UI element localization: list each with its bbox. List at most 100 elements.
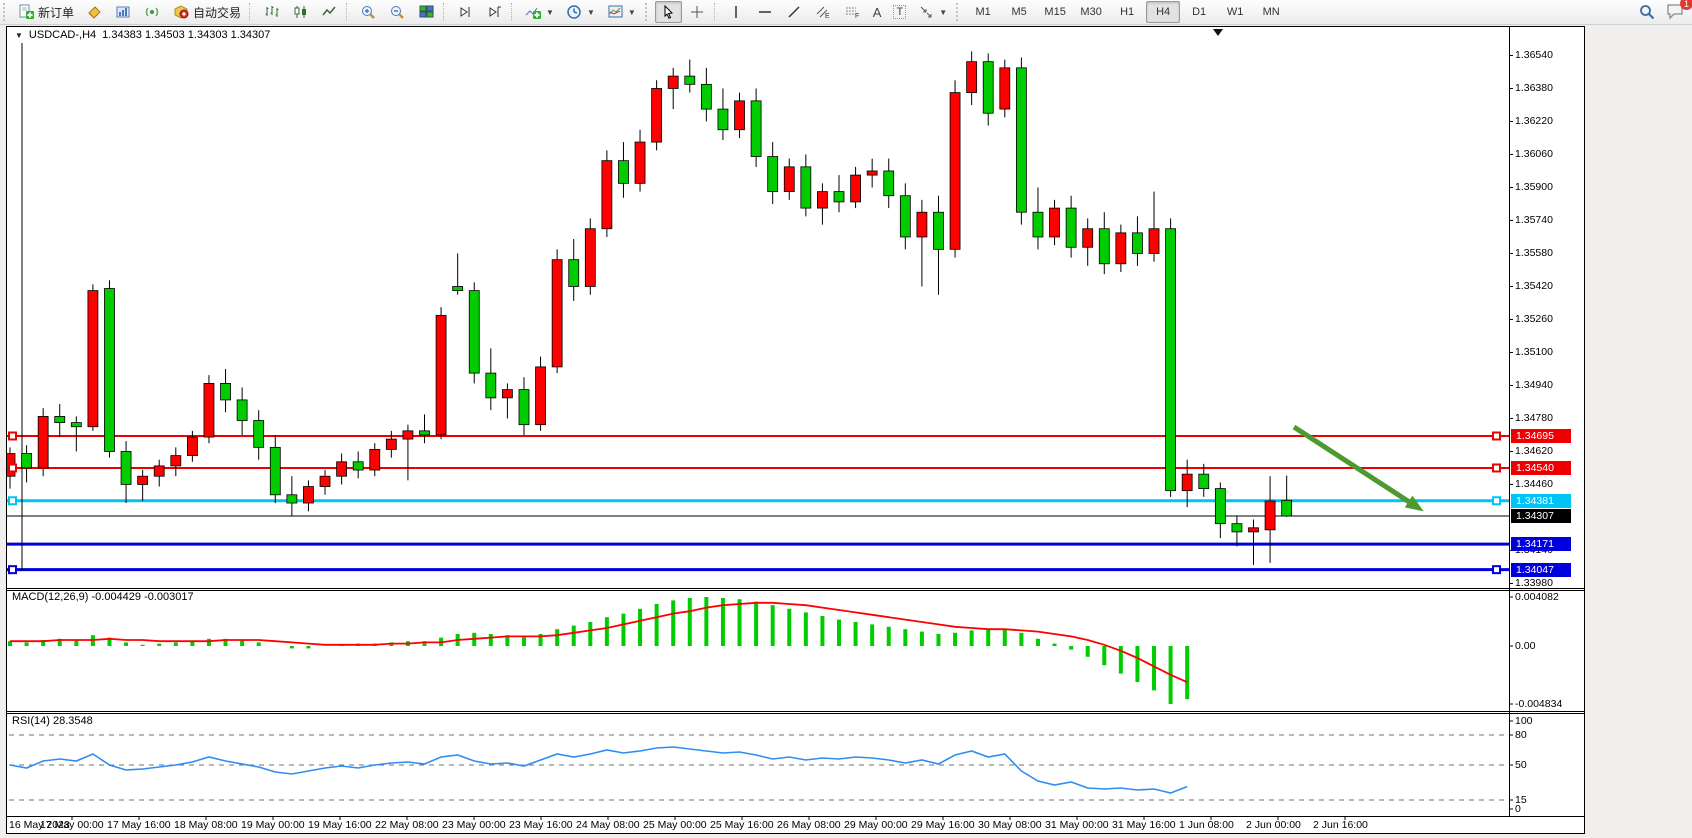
price-tick-label: 1.34620 [1515,445,1553,458]
toolbar-grip[interactable] [3,3,9,21]
candle-body-down [54,416,66,423]
text-tool-icon: A [872,4,882,20]
chart-shift-button[interactable] [481,1,508,23]
periods-button[interactable]: ▼ [561,1,600,23]
candle-body-up [1264,500,1276,531]
candle-body-down [982,61,994,114]
chart-shift-marker[interactable] [1213,29,1223,36]
notification-badge: 1 [1680,0,1692,10]
profile-button[interactable] [110,1,137,23]
auto-scroll-button[interactable] [452,1,479,23]
zoom-in-button[interactable] [355,1,382,23]
price-tick-label: 1.36540 [1515,49,1553,62]
candle-body-down [1165,228,1176,492]
candle-body-down [70,422,82,428]
timeframe-m1[interactable]: M1 [975,6,991,18]
line-handle [8,565,17,575]
candle-body-up [916,211,928,238]
candle-body-up [866,170,878,176]
timeframe-m30[interactable]: M30 [1080,6,1102,18]
chart-symbol-period: USDCAD-,H4 [28,29,97,41]
channel-tool-button[interactable]: E [810,1,837,23]
candle-chart-mode-button[interactable] [287,1,314,23]
line-chart-mode-button[interactable] [316,1,343,23]
chart-canvas[interactable] [4,27,1584,833]
candle-body-down [220,383,231,401]
date-tick-label: 23 May 16:00 [509,819,573,831]
auto-trading-icon [174,5,189,19]
rsi-tick-label: 80 [1515,729,1527,741]
horizontal-line-tool-button[interactable] [752,1,779,23]
candle-body-up [601,160,613,230]
add-indicator-icon [525,7,542,19]
arrows-shapes-icon [920,6,932,18]
fibonacci-tool-button[interactable]: F [839,1,866,23]
candle-body-up [186,436,198,456]
search-icon[interactable] [1638,3,1656,21]
toolbar-separator [713,3,720,21]
svg-text:E: E [825,13,830,20]
line-handle [1492,496,1501,506]
vertical-line-tool-button[interactable] [723,1,750,23]
line-handle [1492,565,1501,575]
tile-windows-button[interactable] [413,1,440,23]
candle-body-down [1198,473,1210,489]
trend-arrow-line [1292,424,1419,510]
candle-body-down [1032,211,1044,238]
candle-body-up [1148,228,1160,254]
svg-text:F: F [855,13,859,20]
zoom-out-icon [391,6,404,19]
crosshair-icon [690,6,703,18]
price-tick-label: 1.36220 [1515,115,1553,128]
toolbar-grip[interactable] [956,3,962,21]
shapes-tool-button[interactable]: ▼ [913,1,952,23]
zoom-out-button[interactable] [384,1,411,23]
date-tick-label: 24 May 08:00 [576,819,640,831]
auto-trading-button[interactable]: 自动交易 [168,1,246,23]
timeframe-w1[interactable]: W1 [1226,6,1244,18]
timeframe-m5[interactable]: M5 [1011,6,1027,18]
crosshair-tool-button[interactable] [684,1,711,23]
candle-body-up [949,92,961,250]
chart-window[interactable]: ▼ USDCAD-,H4 1.34383 1.34503 1.34303 1.3… [4,26,1585,834]
trendline-tool-button[interactable] [781,1,808,23]
candle-body-down [1214,488,1226,525]
label-tool-button[interactable]: T [888,1,911,23]
toolbar-right: 1 [1638,0,1692,24]
signals-button[interactable] [139,1,166,23]
candle-body-down [104,288,115,452]
candle-body-up [999,67,1011,110]
timeframe-h4[interactable]: H4 [1146,1,1181,23]
text-tool-button[interactable]: A [868,1,887,23]
timeframe-m15[interactable]: M15 [1044,6,1066,18]
symbol-dropdown-icon[interactable]: ▼ [15,30,23,40]
rsi-panel-label: RSI(14) 28.3548 [12,715,93,727]
candle-body-up [203,383,215,438]
toolbar-separator [511,3,517,21]
price-badge-1.34171: 1.34171 [1511,537,1571,552]
candle-body-up [1049,207,1060,238]
date-tick-label: 22 May 08:00 [375,819,439,831]
indicators-button[interactable]: ▼ [520,1,559,23]
cursor-tool-button[interactable] [654,1,682,23]
timeframe-d1[interactable]: D1 [1192,6,1207,18]
toolbar-grip[interactable] [644,3,651,21]
date-tick-label: 2 Jun 00:00 [1246,819,1301,831]
notifications-button[interactable]: 1 [1666,0,1692,22]
date-tick-label: 29 May 16:00 [911,819,975,831]
chart-shift-icon [489,6,502,17]
bar-chart-icon [265,6,279,17]
templates-button[interactable]: ▼ [602,1,641,23]
candle-body-up [734,100,745,131]
timeframe-h1[interactable]: H1 [1120,6,1135,18]
timeframe-mn[interactable]: MN [1262,6,1280,18]
new-order-button[interactable]: 新订单 [13,1,79,23]
date-tick-label: 17 May 00:00 [40,819,104,831]
date-tick-label: 26 May 08:00 [777,819,841,831]
date-tick-label: 30 May 08:00 [978,819,1042,831]
candle-body-down [1231,523,1243,533]
styler-button[interactable] [81,1,108,23]
bar-chart-mode-button[interactable] [258,1,285,23]
label-tool-icon: T [893,5,907,19]
fibonacci-icon: F [845,7,859,20]
